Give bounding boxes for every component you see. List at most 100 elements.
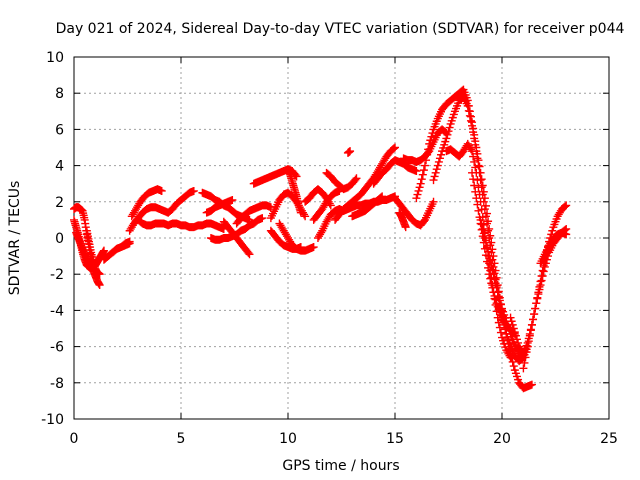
- y-tick-label: 4: [55, 159, 64, 175]
- data-point: [538, 272, 547, 281]
- data-point: [93, 270, 102, 279]
- y-tick-label: -6: [50, 340, 64, 356]
- x-tick-label: 0: [70, 431, 79, 447]
- data-point: [473, 176, 482, 185]
- data-point: [416, 179, 425, 188]
- data-point: [478, 181, 487, 190]
- data-point: [346, 147, 355, 156]
- data-point: [377, 193, 386, 202]
- data-point: [474, 183, 483, 192]
- series-sat-ah: [429, 92, 532, 366]
- data-point: [481, 238, 490, 247]
- data-point: [539, 267, 548, 276]
- series-sat-r: [266, 188, 310, 223]
- y-tick-label: 2: [55, 195, 64, 211]
- data-point: [469, 152, 478, 161]
- data-point: [496, 328, 505, 337]
- data-point: [469, 128, 478, 137]
- data-point: [468, 168, 477, 177]
- data-point: [506, 353, 515, 362]
- data-point: [433, 161, 442, 170]
- data-point: [419, 166, 428, 175]
- data-point: [509, 324, 518, 333]
- series-sat-j: [164, 186, 198, 217]
- data-point: [487, 261, 496, 270]
- data-point: [445, 123, 454, 132]
- y-tick-label: 8: [55, 86, 64, 102]
- data-point: [300, 210, 309, 219]
- data-point: [244, 248, 253, 257]
- data-point: [465, 111, 474, 120]
- data-point: [317, 228, 326, 237]
- data-point: [401, 223, 410, 232]
- data-point: [477, 175, 486, 184]
- x-tick-label: 5: [177, 431, 186, 447]
- data-point: [523, 342, 532, 351]
- data-point: [378, 192, 387, 201]
- data-point: [520, 358, 529, 367]
- data-point: [432, 165, 441, 174]
- series-sat-v: [309, 186, 344, 224]
- data-point: [561, 202, 570, 211]
- data-point: [418, 170, 427, 179]
- data-point: [428, 129, 437, 138]
- data-point: [479, 229, 488, 238]
- series-sat-ae: [391, 194, 438, 230]
- data-point: [514, 338, 523, 347]
- data-point: [476, 215, 485, 224]
- data-point: [524, 337, 533, 346]
- x-tick-label: 15: [386, 431, 404, 447]
- data-point: [506, 313, 515, 322]
- data-point: [189, 186, 198, 195]
- data-point: [296, 243, 305, 252]
- data-point: [468, 121, 477, 130]
- data-point: [471, 140, 480, 149]
- data-point: [531, 304, 540, 313]
- data-point: [444, 127, 453, 136]
- data-point: [532, 299, 541, 308]
- data-point: [519, 364, 528, 373]
- data-point: [258, 214, 267, 223]
- data-point: [495, 323, 504, 332]
- series-sat-g: [127, 185, 166, 221]
- data-point: [509, 362, 518, 371]
- y-tick-label: -10: [41, 412, 64, 428]
- series-sat-l: [202, 195, 237, 217]
- data-point: [125, 239, 134, 248]
- data-point: [422, 156, 431, 165]
- x-tick-label: 25: [600, 431, 618, 447]
- y-tick-label: 6: [55, 122, 64, 138]
- y-tick-label: 0: [55, 231, 64, 247]
- series-sat-d: [82, 226, 102, 279]
- data-point: [351, 175, 360, 184]
- data-point: [442, 134, 451, 143]
- grid: [74, 57, 609, 419]
- data-point: [430, 172, 439, 181]
- series-sat-al: [506, 201, 571, 358]
- data-point: [429, 176, 438, 185]
- data-point: [427, 132, 436, 141]
- data-point: [521, 353, 530, 362]
- data-point: [473, 200, 482, 209]
- data-point: [470, 157, 479, 166]
- y-tick-label: -2: [50, 267, 64, 283]
- data-point: [525, 331, 534, 340]
- series-sat-ab: [343, 147, 355, 157]
- data-point: [471, 187, 480, 196]
- series-sat-i: [134, 215, 228, 233]
- data-point: [463, 101, 472, 110]
- data-point: [484, 247, 493, 256]
- data-point: [471, 163, 480, 172]
- data-point: [508, 320, 517, 329]
- data-point: [480, 234, 489, 242]
- series-sat-aa: [348, 192, 387, 221]
- data-point: [505, 351, 514, 360]
- data-point: [474, 206, 483, 215]
- data-point: [494, 292, 503, 301]
- data-point: [530, 310, 539, 319]
- data-point: [157, 186, 166, 195]
- series-sat-ai: [442, 139, 515, 362]
- data-point: [95, 281, 104, 290]
- data-point: [466, 116, 475, 125]
- data-point: [507, 317, 516, 326]
